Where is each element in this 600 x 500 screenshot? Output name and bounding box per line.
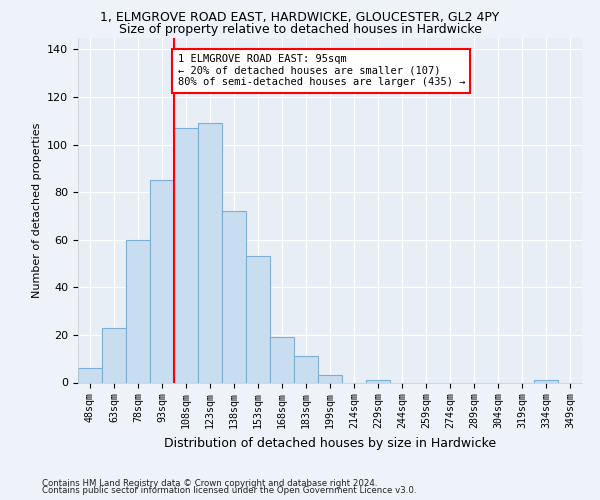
Bar <box>198 123 222 382</box>
Bar <box>78 368 102 382</box>
Bar <box>534 380 558 382</box>
Bar <box>174 128 198 382</box>
Bar <box>126 240 150 382</box>
Text: Contains HM Land Registry data © Crown copyright and database right 2024.: Contains HM Land Registry data © Crown c… <box>42 478 377 488</box>
Bar <box>246 256 270 382</box>
Y-axis label: Number of detached properties: Number of detached properties <box>32 122 41 298</box>
Bar <box>366 380 390 382</box>
X-axis label: Distribution of detached houses by size in Hardwicke: Distribution of detached houses by size … <box>164 436 496 450</box>
Bar <box>294 356 318 382</box>
Text: 1 ELMGROVE ROAD EAST: 95sqm
← 20% of detached houses are smaller (107)
80% of se: 1 ELMGROVE ROAD EAST: 95sqm ← 20% of det… <box>178 54 465 88</box>
Text: Size of property relative to detached houses in Hardwicke: Size of property relative to detached ho… <box>119 22 481 36</box>
Bar <box>318 376 342 382</box>
Bar <box>270 338 294 382</box>
Bar <box>102 328 126 382</box>
Bar <box>150 180 174 382</box>
Bar <box>222 211 246 382</box>
Text: 1, ELMGROVE ROAD EAST, HARDWICKE, GLOUCESTER, GL2 4PY: 1, ELMGROVE ROAD EAST, HARDWICKE, GLOUCE… <box>100 12 500 24</box>
Text: Contains public sector information licensed under the Open Government Licence v3: Contains public sector information licen… <box>42 486 416 495</box>
